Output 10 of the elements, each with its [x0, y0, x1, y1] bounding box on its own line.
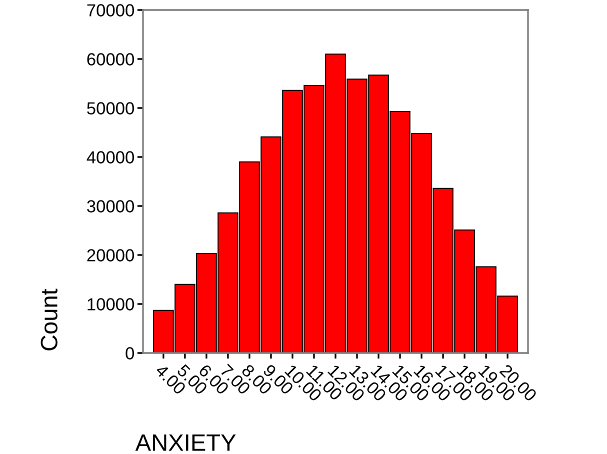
y-tick-label: 30000 [87, 200, 134, 212]
y-tick-label: 40000 [86, 151, 134, 164]
y-tick-label: 70000 [87, 4, 134, 16]
x-axis-title: ANXIETY [135, 434, 236, 451]
y-tick-label: 0 [126, 347, 134, 360]
y-tick-label: 50000 [87, 102, 134, 114]
y-tick-label: 10000 [88, 298, 134, 310]
y-tick-label: 20000 [87, 249, 134, 262]
y-tick-label: 60000 [87, 53, 134, 66]
y-axis-title: Count [40, 288, 58, 350]
